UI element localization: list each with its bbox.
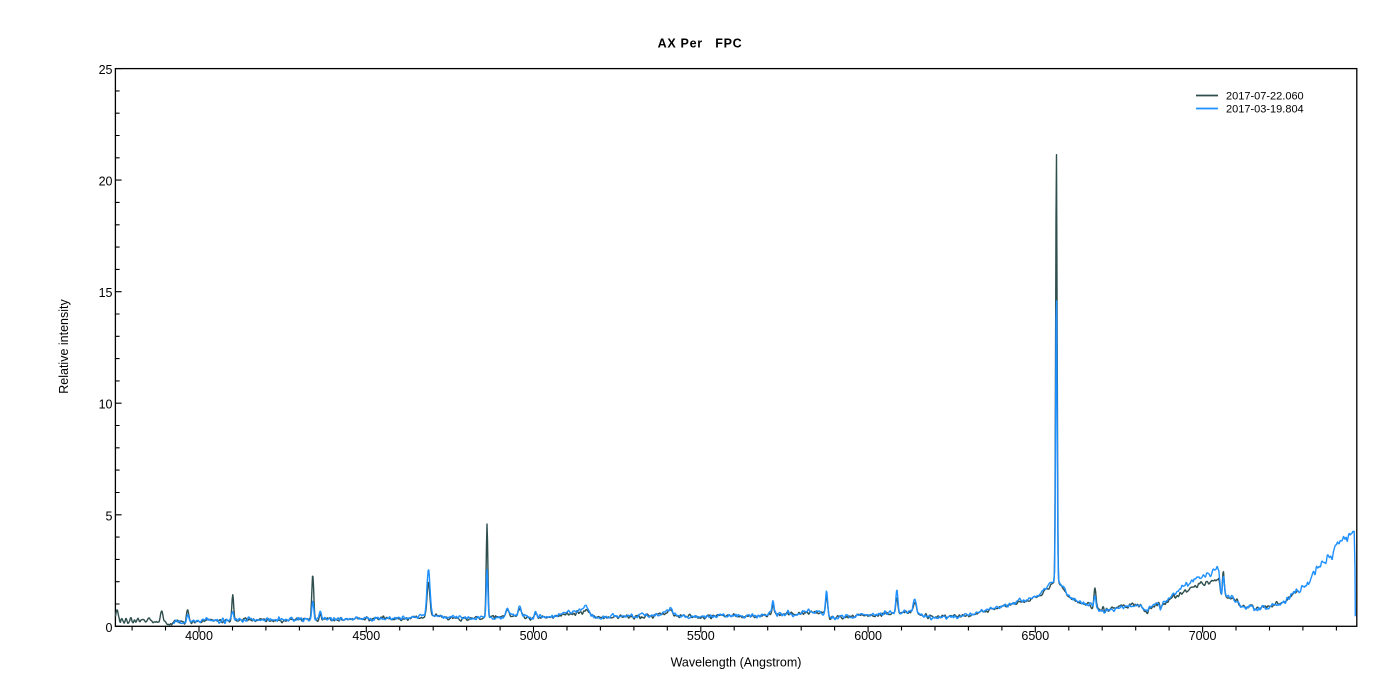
- svg-text:4000: 4000: [185, 629, 213, 643]
- svg-text:15: 15: [99, 286, 113, 300]
- svg-text:6500: 6500: [1021, 629, 1049, 643]
- svg-text:0: 0: [106, 621, 113, 635]
- svg-text:6000: 6000: [854, 629, 882, 643]
- svg-text:2017-07-22.060: 2017-07-22.060: [1226, 91, 1304, 103]
- svg-text:5500: 5500: [687, 629, 715, 643]
- svg-text:2017-03-19.804: 2017-03-19.804: [1226, 104, 1304, 116]
- svg-text:25: 25: [99, 63, 113, 77]
- svg-text:20: 20: [99, 175, 113, 189]
- svg-text:Relative intensity: Relative intensity: [57, 299, 71, 394]
- svg-text:Wavelength (Angstrom): Wavelength (Angstrom): [671, 656, 802, 670]
- svg-text:7000: 7000: [1189, 629, 1217, 643]
- svg-text:4500: 4500: [352, 629, 380, 643]
- svg-text:10: 10: [99, 398, 113, 412]
- svg-text:5000: 5000: [520, 629, 548, 643]
- svg-text:AX Per FPC: AX Per FPC: [658, 37, 743, 51]
- svg-text:5: 5: [106, 509, 113, 523]
